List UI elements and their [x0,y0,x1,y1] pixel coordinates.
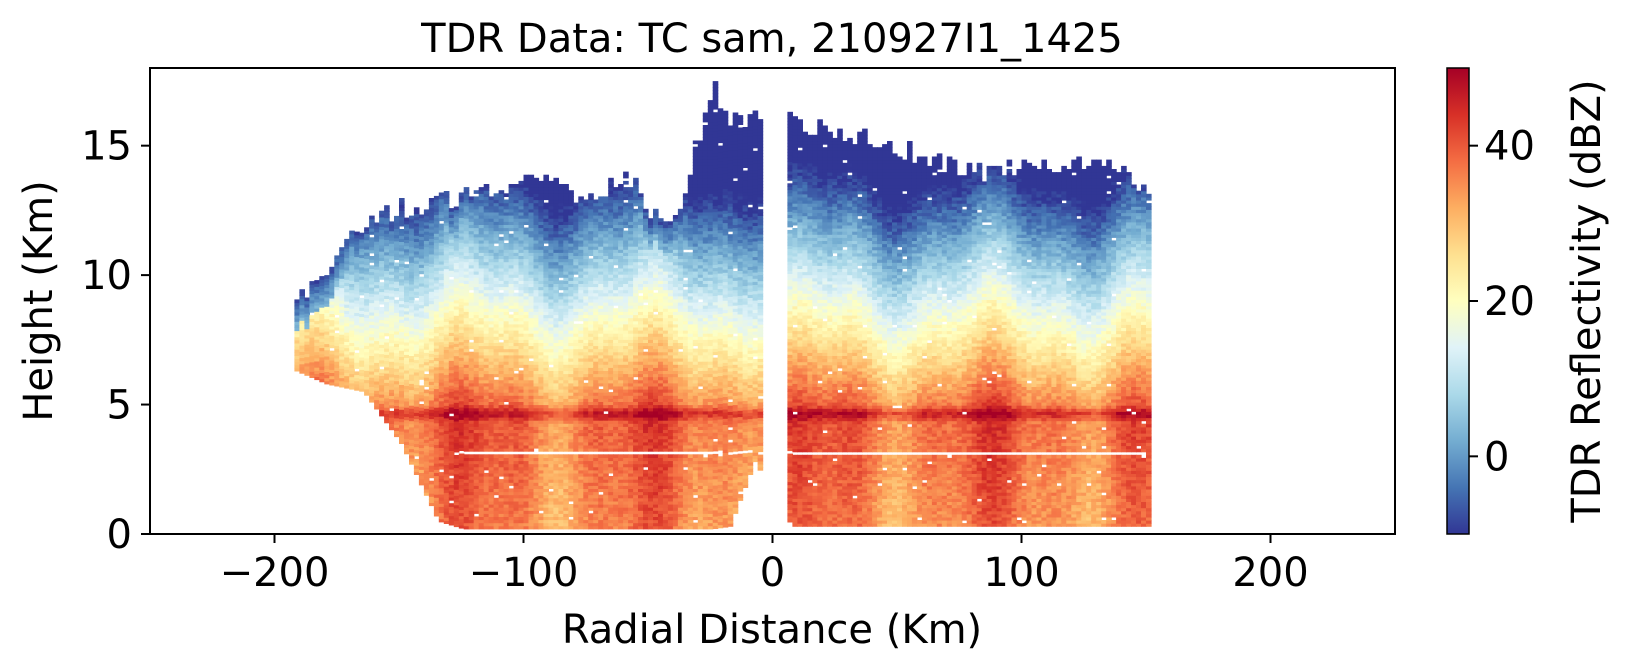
colorbar-tick-label: 20 [1484,279,1535,325]
x-tick-label: 0 [760,550,785,596]
x-tick-label: 100 [983,550,1059,596]
colorbar-tick-label: 0 [1484,434,1509,480]
colorbar-axis: 0 20 40 [1469,124,1535,481]
y-tick-label: 10 [81,253,132,299]
colorbar-label: TDR Reflectivity (dBZ) [1564,79,1610,523]
x-tick-label: 200 [1232,550,1308,596]
reflectivity-field [294,81,1151,529]
x-tick-label: −100 [469,550,579,596]
chart-title: TDR Data: TC sam, 210927I1_1425 [420,16,1123,62]
y-tick-label: 15 [81,124,132,170]
colorbar-tick-label: 40 [1484,124,1535,170]
y-tick-label: 5 [107,383,132,429]
y-axis: 0 5 10 15 [81,124,150,558]
colorbar [1447,68,1469,534]
y-axis-label: Height (Km) [16,180,62,421]
y-tick-label: 0 [107,512,132,558]
x-axis-label: Radial Distance (Km) [562,607,982,653]
x-tick-label: −200 [220,550,330,596]
x-axis: −200 −100 0 100 200 [220,534,1309,596]
